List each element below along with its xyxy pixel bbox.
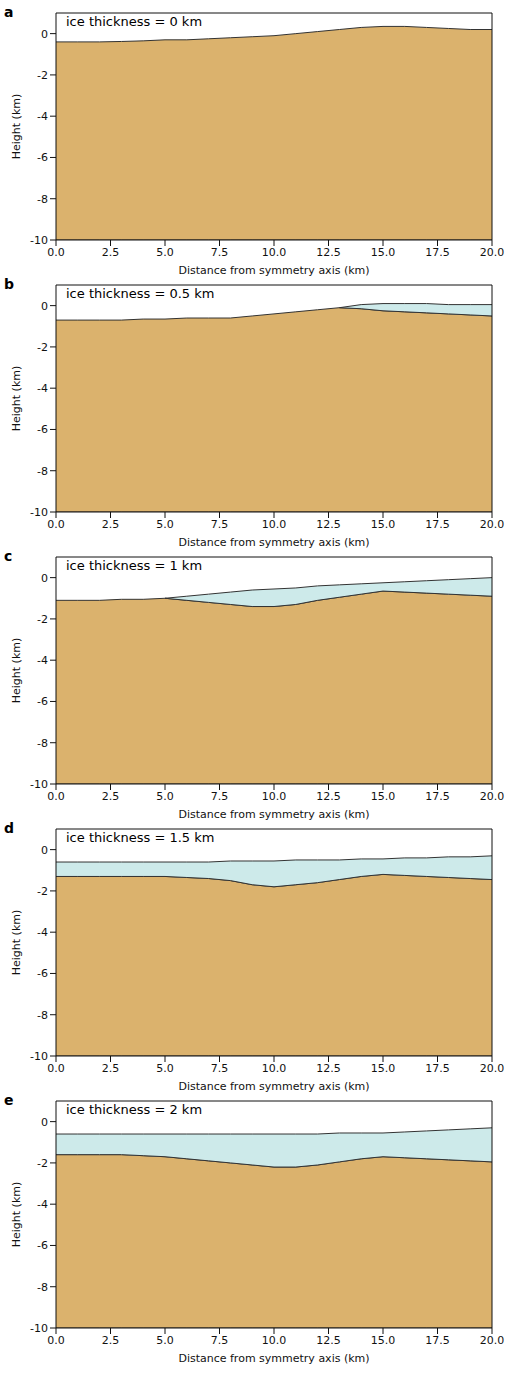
svg-text:0: 0: [41, 844, 48, 857]
svg-text:2.5: 2.5: [102, 1062, 120, 1075]
svg-text:-2: -2: [37, 341, 48, 354]
svg-text:20.0: 20.0: [480, 246, 505, 259]
svg-text:Height (km): Height (km): [10, 1182, 23, 1248]
svg-text:15.0: 15.0: [371, 246, 396, 259]
html-text:ice thickness = 1.5 km: ice thickness = 1.5 km: [66, 830, 215, 845]
svg-text:0.0: 0.0: [47, 1334, 65, 1347]
svg-text:-6: -6: [37, 151, 48, 164]
svg-text:Distance from symmetry axis (k: Distance from symmetry axis (km): [178, 808, 369, 820]
svg-text:-4: -4: [37, 110, 48, 123]
svg-text:12.5: 12.5: [316, 246, 341, 259]
svg-text:2.5: 2.5: [102, 790, 120, 803]
svg-text:-8: -8: [37, 737, 48, 750]
html-text:ice thickness = 2 km: ice thickness = 2 km: [66, 1102, 203, 1117]
svg-text:10.0: 10.0: [262, 518, 287, 531]
svg-text:Distance from symmetry axis (k: Distance from symmetry axis (km): [178, 1352, 369, 1364]
svg-text:-10: -10: [30, 778, 48, 791]
svg-text:17.5: 17.5: [425, 1334, 450, 1347]
svg-text:15.0: 15.0: [371, 790, 396, 803]
svg-text:12.5: 12.5: [316, 1334, 341, 1347]
svg-text:7.5: 7.5: [211, 1062, 229, 1075]
svg-text:7.5: 7.5: [211, 790, 229, 803]
svg-text:20.0: 20.0: [480, 1334, 505, 1347]
html-text:b: b: [4, 276, 14, 292]
svg-text:-6: -6: [37, 695, 48, 708]
svg-text:17.5: 17.5: [425, 1062, 450, 1075]
svg-text:-2: -2: [37, 613, 48, 626]
svg-text:Height (km): Height (km): [10, 910, 23, 976]
svg-text:7.5: 7.5: [211, 518, 229, 531]
svg-text:17.5: 17.5: [425, 518, 450, 531]
svg-text:15.0: 15.0: [371, 1062, 396, 1075]
svg-text:-10: -10: [30, 1050, 48, 1063]
svg-text:-8: -8: [37, 1281, 48, 1294]
svg-text:2.5: 2.5: [102, 246, 120, 259]
svg-text:12.5: 12.5: [316, 790, 341, 803]
svg-text:-2: -2: [37, 885, 48, 898]
html-text:d: d: [4, 820, 14, 836]
svg-text:5.0: 5.0: [156, 790, 174, 803]
svg-text:17.5: 17.5: [425, 790, 450, 803]
svg-text:2.5: 2.5: [102, 518, 120, 531]
svg-text:-6: -6: [37, 1239, 48, 1252]
svg-text:10.0: 10.0: [262, 790, 287, 803]
svg-text:-8: -8: [37, 465, 48, 478]
svg-text:20.0: 20.0: [480, 790, 505, 803]
svg-text:10.0: 10.0: [262, 1062, 287, 1075]
svg-text:0.0: 0.0: [47, 1062, 65, 1075]
svg-text:0.0: 0.0: [47, 790, 65, 803]
html-text:ice thickness = 0 km: ice thickness = 0 km: [66, 14, 203, 29]
svg-text:Distance from symmetry axis (k: Distance from symmetry axis (km): [178, 536, 369, 548]
svg-text:-10: -10: [30, 506, 48, 519]
svg-text:5.0: 5.0: [156, 518, 174, 531]
svg-text:0.0: 0.0: [47, 518, 65, 531]
svg-text:-2: -2: [37, 1157, 48, 1170]
svg-text:-8: -8: [37, 1009, 48, 1022]
svg-text:Distance from symmetry axis (k: Distance from symmetry axis (km): [178, 264, 369, 276]
svg-text:12.5: 12.5: [316, 518, 341, 531]
svg-text:15.0: 15.0: [371, 1334, 396, 1347]
svg-text:10.0: 10.0: [262, 246, 287, 259]
svg-text:0: 0: [41, 572, 48, 585]
svg-text:0: 0: [41, 28, 48, 41]
svg-text:Height (km): Height (km): [10, 638, 23, 704]
svg-text:-6: -6: [37, 423, 48, 436]
svg-text:-2: -2: [37, 69, 48, 82]
svg-text:17.5: 17.5: [425, 246, 450, 259]
svg-text:-4: -4: [37, 382, 48, 395]
svg-text:7.5: 7.5: [211, 246, 229, 259]
html-text:ice thickness = 0.5 km: ice thickness = 0.5 km: [66, 286, 215, 301]
svg-text:0: 0: [41, 300, 48, 313]
html-text:ice thickness = 1 km: ice thickness = 1 km: [66, 558, 203, 573]
svg-text:Height (km): Height (km): [10, 366, 23, 432]
svg-text:10.0: 10.0: [262, 1334, 287, 1347]
svg-text:15.0: 15.0: [371, 518, 396, 531]
svg-text:5.0: 5.0: [156, 1334, 174, 1347]
svg-text:0: 0: [41, 1116, 48, 1129]
svg-text:-4: -4: [37, 926, 48, 939]
svg-text:-8: -8: [37, 193, 48, 206]
svg-text:-4: -4: [37, 1198, 48, 1211]
svg-text:5.0: 5.0: [156, 1062, 174, 1075]
svg-text:-6: -6: [37, 967, 48, 980]
svg-text:2.5: 2.5: [102, 1334, 120, 1347]
svg-text:Height (km): Height (km): [10, 94, 23, 160]
svg-text:-4: -4: [37, 654, 48, 667]
svg-text:20.0: 20.0: [480, 518, 505, 531]
svg-text:0.0: 0.0: [47, 246, 65, 259]
html-text:e: e: [4, 1092, 14, 1108]
svg-text:-10: -10: [30, 1322, 48, 1335]
svg-text:5.0: 5.0: [156, 246, 174, 259]
svg-text:Distance from symmetry axis (k: Distance from symmetry axis (km): [178, 1080, 369, 1092]
svg-text:12.5: 12.5: [316, 1062, 341, 1075]
html-text:a: a: [4, 4, 14, 20]
svg-text:-10: -10: [30, 234, 48, 247]
svg-text:20.0: 20.0: [480, 1062, 505, 1075]
html-text:c: c: [4, 548, 13, 564]
svg-text:7.5: 7.5: [211, 1334, 229, 1347]
